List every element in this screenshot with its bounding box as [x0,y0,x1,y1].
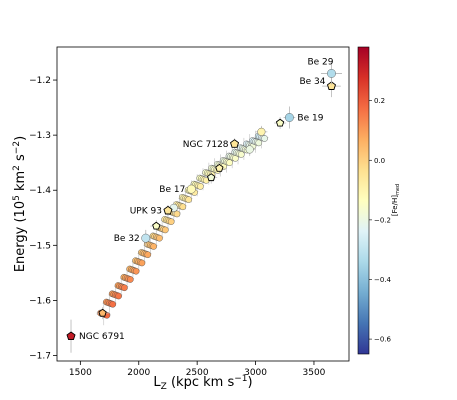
sequence-point [132,267,140,275]
cluster-label: NGC 6791 [79,332,125,342]
sequence-point [237,151,245,158]
x-tick-label: 2000 [127,368,150,378]
cluster-point [163,205,173,215]
sequence-point [138,259,146,267]
sequence-point [226,159,233,167]
cluster-point [285,113,294,122]
sequence-point [173,210,181,218]
sequence-point [109,300,117,308]
x-axis-label: LZ (kpc km s−1) [153,374,252,392]
x-tick-label: 3000 [244,368,267,378]
cluster-point [186,184,196,194]
y-axis-ticks: −1.2 −1.3 −1.4 −1.5 −1.6 −1.7 [29,76,57,361]
cluster-label: NGC 7128 [183,140,229,150]
y-tick-label: −1.2 [29,76,51,86]
colorbar-tick-label: −0.4 [374,276,392,284]
cluster-label: Be 32 [114,234,140,244]
highlight-point [215,163,224,172]
colorbar-label: [Fe/H]med [391,184,401,216]
highlight-point [152,221,161,230]
x-tick-label: 3500 [303,368,326,378]
sequence-point [167,218,175,225]
y-tick-label: −1.7 [29,351,51,361]
sequence-point [179,203,187,211]
x-tick-label: 1500 [69,368,92,378]
sequence-point [185,196,192,203]
colorbar-ticks: 0.2 0.0 −0.2 −0.4 −0.6 [369,97,392,344]
highlight-point [275,118,285,127]
cluster-point [230,139,240,148]
sequence-point [115,292,122,300]
cluster-annotations: NGC 6791 Be 32 UPK 93 Be 17 NGC 7128 Be 19 Be … [79,57,334,342]
x-axis-ticks: 1500 2000 2500 3000 3500 [69,361,326,378]
plot-area [57,47,349,361]
sequence-point [156,234,163,242]
y-tick-label: −1.6 [29,296,51,306]
y-tick-label: −1.5 [29,241,51,251]
highlight-point [207,173,216,182]
highlight-point [98,308,107,317]
sequence-point [121,284,128,292]
y-axis-label: Energy (105 km2 s−2) [12,136,28,272]
cluster-label: UPK 93 [130,207,162,217]
sequence-point [197,183,204,190]
cluster-point [66,331,76,341]
cluster-label: Be 34 [299,77,325,87]
x-tick-label: 2500 [186,368,209,378]
y-tick-label: −1.3 [29,131,51,141]
cluster-point [327,69,336,78]
sequence-point [126,276,134,283]
colorbar-tick-label: 0.2 [374,97,385,105]
colorbar-tick-label: 0.0 [374,157,385,165]
cluster-point [141,233,151,243]
colorbar-tick-label: −0.6 [374,336,392,344]
plot-frame [56,46,350,362]
sequence-point [255,139,263,147]
cluster-label: Be 19 [297,114,323,124]
sequence-point [150,243,157,250]
data-points [66,62,342,353]
y-tick-label: −1.4 [29,186,51,196]
highlight-point [245,145,254,154]
sequence-point [144,251,152,258]
colorbar [357,46,370,355]
cluster-point [326,81,336,90]
cluster-label: Be 17 [159,185,185,195]
sequence-point [261,135,268,142]
sequence-point [162,226,169,234]
cluster-label: Be 29 [307,57,333,67]
colorbar-tick-label: −0.2 [374,216,391,224]
highlight-point [257,127,266,136]
